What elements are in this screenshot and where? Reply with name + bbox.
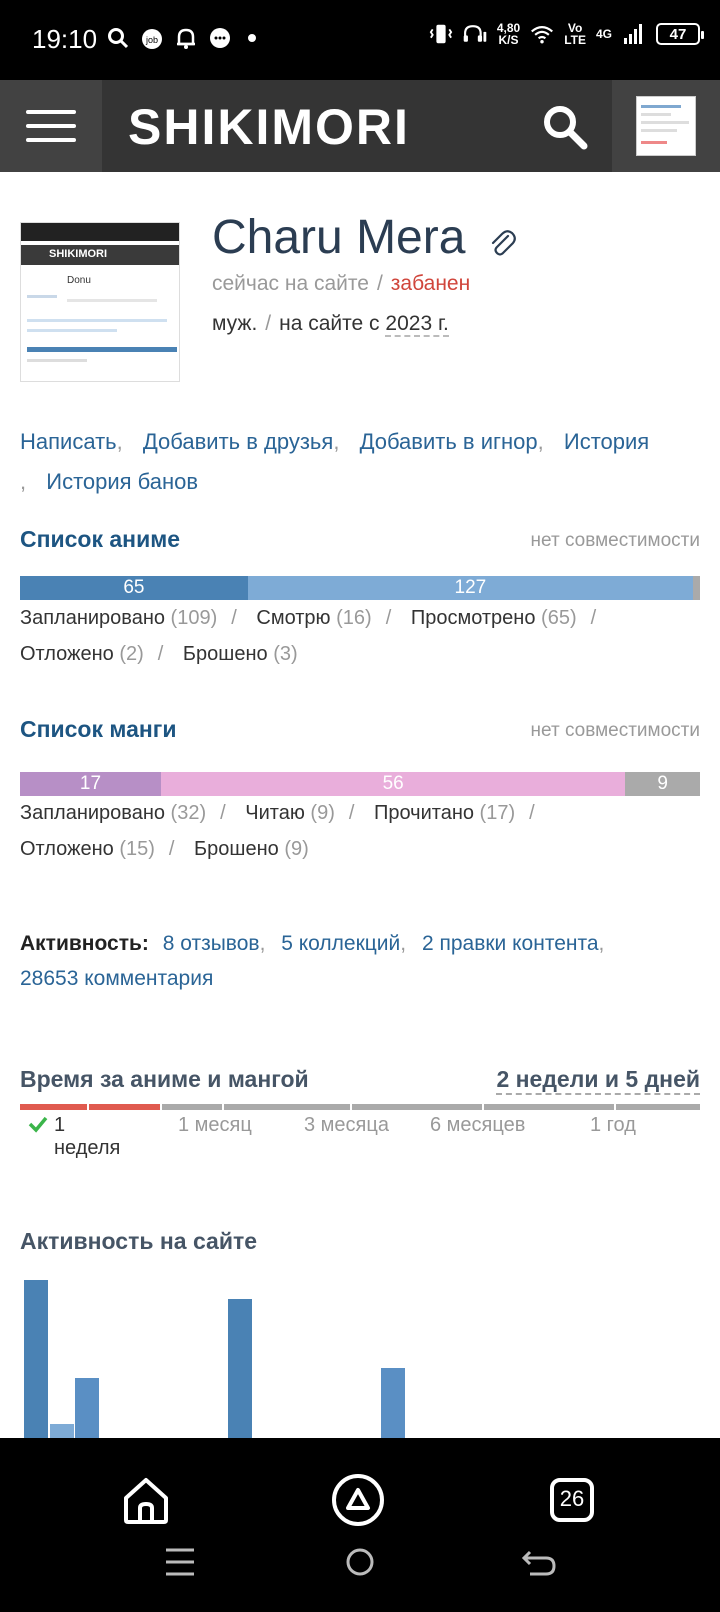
stat-on-hold[interactable]: Отложено (15) xyxy=(20,838,155,860)
activity-bar[interactable] xyxy=(24,1280,48,1438)
headset-icon xyxy=(463,22,487,46)
gender: муж. xyxy=(212,312,258,335)
check-icon xyxy=(28,1116,48,1133)
anime-list-title[interactable]: Список аниме xyxy=(20,526,181,552)
site-activity-chart xyxy=(20,1270,700,1438)
search-icon[interactable] xyxy=(540,102,590,152)
since-year[interactable]: 2023 г. xyxy=(385,312,449,337)
bar-segment: 17 xyxy=(20,772,161,796)
milestone-6-months: 6 месяцев xyxy=(430,1114,526,1136)
stat-on-hold[interactable]: Отложено (2) xyxy=(20,643,144,665)
bell-icon xyxy=(174,26,198,50)
activity-label: Активность: xyxy=(20,932,149,955)
history-link[interactable]: История xyxy=(563,429,650,454)
home-icon[interactable] xyxy=(118,1472,174,1528)
time-spent-total[interactable]: 2 недели и 5 дней xyxy=(496,1066,700,1095)
tabs-count: 26 xyxy=(559,1486,585,1511)
tabs-icon[interactable]: 26 xyxy=(544,1472,600,1528)
anime-progress-bar[interactable]: 65 127 xyxy=(20,576,700,600)
stat-completed[interactable]: Прочитано (17) xyxy=(373,802,516,824)
network-speed: 4,80 K/S xyxy=(496,21,521,47)
activity-bar[interactable] xyxy=(381,1368,405,1438)
svg-text:job: job xyxy=(145,35,158,45)
status-bar: 19:10 job 4,80 K/S Vo LTE xyxy=(0,0,720,80)
manga-stats: Запланировано (32) / Читаю (9) / Прочитано… xyxy=(20,802,535,860)
activity-summary: Активность: 8 отзывов, 5 коллекций, 2 пр… xyxy=(20,932,605,990)
time-spent-title: Время за аниме и мангой xyxy=(20,1066,309,1092)
profile-avatar: SHIKIMORI Donu xyxy=(20,222,180,382)
user-avatar-button[interactable] xyxy=(612,80,720,172)
stat-dropped[interactable]: Брошено (3) xyxy=(182,643,298,665)
add-friend-link[interactable]: Добавить в друзья xyxy=(142,429,334,454)
bar-segment: 9 xyxy=(625,772,700,796)
milestone-month: 1 месяц xyxy=(178,1114,252,1136)
manga-progress-bar[interactable]: 17 56 9 xyxy=(20,772,700,796)
signal-icon xyxy=(622,22,646,46)
network-type: 4G xyxy=(595,27,612,41)
job-icon: job xyxy=(140,26,164,50)
wifi-icon xyxy=(530,22,554,46)
username: Charu Mera xyxy=(212,211,466,264)
stat-watching[interactable]: Смотрю (16) xyxy=(256,607,372,629)
anime-stats: Запланировано (109) / Смотрю (16) / Просмо… xyxy=(20,607,597,665)
edits-link[interactable]: 2 правки контента xyxy=(421,932,599,955)
chat-icon xyxy=(208,26,232,50)
site-activity-title: Активность на сайте xyxy=(20,1228,258,1254)
comments-link[interactable]: 28653 комментария xyxy=(20,967,214,990)
bar-segment xyxy=(692,576,700,600)
profile-actions: Написать, Добавить в друзья, Добавить в … xyxy=(20,429,650,494)
manga-compat: нет совместимости xyxy=(530,720,700,741)
stat-completed[interactable]: Просмотрено (65) xyxy=(410,607,577,629)
since-prefix: на сайте с xyxy=(279,312,380,335)
avatar xyxy=(636,96,696,156)
stat-planned[interactable]: Запланировано (32) xyxy=(20,802,207,824)
hamburger-icon[interactable] xyxy=(0,80,102,172)
bar-segment: 65 xyxy=(20,576,248,600)
dot-icon xyxy=(248,34,256,42)
site-logo[interactable]: SHIKIMORI xyxy=(128,99,410,155)
ban-history-link[interactable]: История банов xyxy=(46,469,199,494)
banned-badge: забанен xyxy=(390,272,471,295)
paperclip-icon[interactable] xyxy=(488,228,516,258)
status-time: 19:10 xyxy=(32,24,98,54)
stat-dropped[interactable]: Брошено (9) xyxy=(194,838,309,860)
alice-icon[interactable] xyxy=(330,1472,386,1528)
app-header: SHIKIMORI xyxy=(0,80,720,172)
volte-indicator: Vo LTE xyxy=(564,21,586,47)
online-status: сейчас на сайте / забанен xyxy=(212,272,471,295)
milestone-week: 1 неделя xyxy=(28,1114,120,1159)
time-spent-timeline xyxy=(20,1104,700,1110)
vibrate-icon xyxy=(429,22,453,46)
bar-segment: 56 xyxy=(160,772,626,796)
collections-link[interactable]: 5 коллекций xyxy=(281,932,401,955)
activity-bar[interactable] xyxy=(49,1423,74,1438)
activity-bar[interactable] xyxy=(75,1377,99,1438)
milestone-year: 1 год xyxy=(590,1114,636,1136)
milestone-3-months: 3 месяца xyxy=(304,1114,389,1136)
activity-bar[interactable] xyxy=(228,1298,252,1438)
stat-reading[interactable]: Читаю (9) xyxy=(245,802,335,824)
circle-home-icon[interactable] xyxy=(332,1542,388,1582)
battery-icon: 47 xyxy=(656,23,704,45)
anime-compat: нет совместимости xyxy=(530,530,700,551)
online-text: сейчас на сайте xyxy=(212,272,369,295)
back-icon[interactable] xyxy=(512,1542,568,1582)
time-spent-labels: 1 неделя 1 месяц 3 месяца 6 месяцев 1 го… xyxy=(20,1114,700,1159)
stat-planned[interactable]: Запланировано (109) xyxy=(20,607,218,629)
write-link[interactable]: Написать xyxy=(20,429,117,454)
ignore-link[interactable]: Добавить в игнор xyxy=(359,429,538,454)
bar-segment: 127 xyxy=(247,576,693,600)
reviews-link[interactable]: 8 отзывов xyxy=(162,932,260,955)
bottom-navigation: 26 xyxy=(0,1438,720,1612)
manga-list-title[interactable]: Список манги xyxy=(20,716,177,742)
profile-meta: муж. / на сайте с 2023 г. xyxy=(212,312,449,337)
search-icon xyxy=(106,26,130,50)
menu-icon[interactable] xyxy=(152,1542,208,1582)
